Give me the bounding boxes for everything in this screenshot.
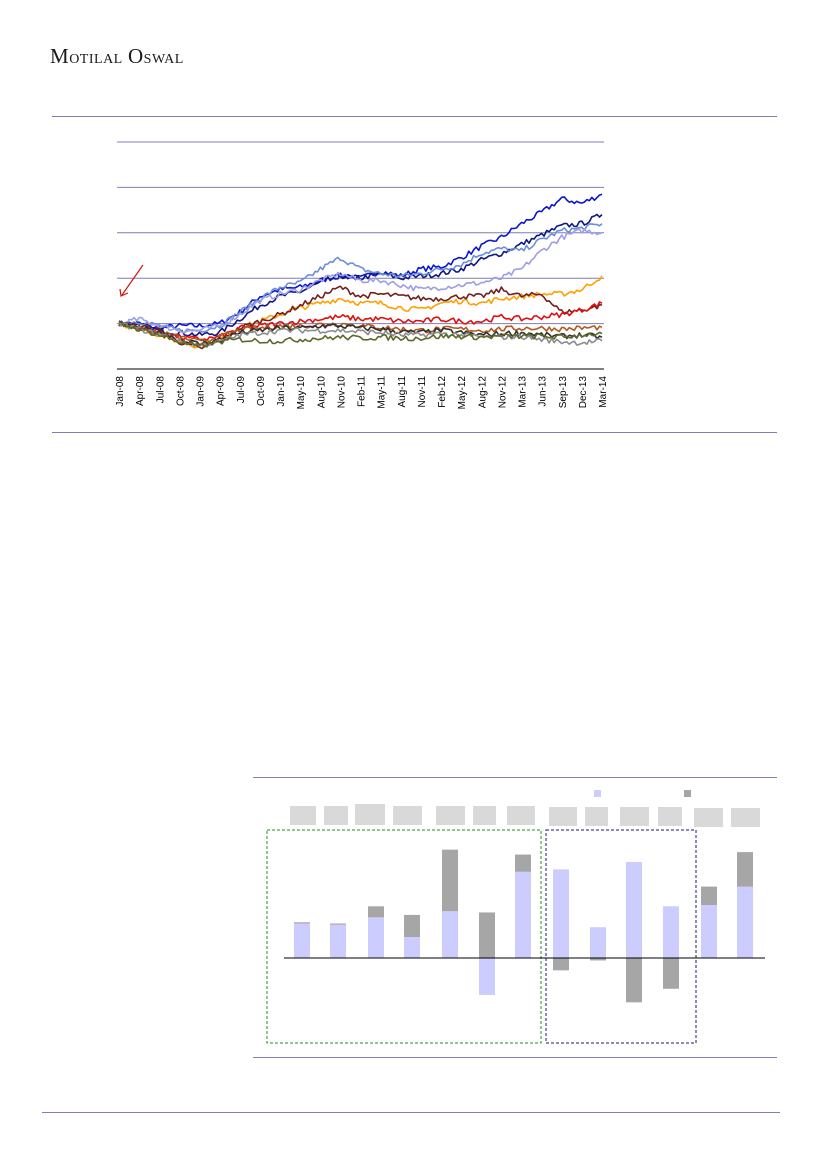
- bar-11-series-1: [663, 906, 679, 958]
- x-tick-label: Dec-13: [578, 376, 589, 409]
- bar-4-series-1: [404, 937, 420, 958]
- series-line-4: [118, 228, 603, 334]
- bar-8-series-2: [553, 958, 569, 971]
- category-box-4: [393, 806, 422, 825]
- category-box-3: [355, 804, 385, 825]
- group-box-green: [266, 829, 542, 1044]
- category-box-13: [731, 808, 760, 827]
- series-line-10: [118, 321, 603, 348]
- annotation-arrow: [119, 264, 144, 297]
- chart2-bottom-rule: [253, 1057, 777, 1058]
- bar-9-series-2: [590, 958, 606, 961]
- legend-swatch-1: [594, 790, 601, 797]
- bar-2-series-1: [330, 924, 346, 958]
- bar-11-series-2: [663, 958, 679, 989]
- x-tick-label: May-10: [296, 376, 307, 410]
- bar-7-series-2: [515, 854, 531, 872]
- category-box-9: [585, 807, 608, 826]
- x-tick-label: Aug-11: [397, 376, 408, 408]
- legend-swatch-2: [684, 790, 691, 797]
- x-tick-label: Jan-10: [276, 376, 287, 407]
- x-tick-label: Aug-10: [316, 376, 327, 409]
- x-tick-label: Jan-09: [196, 376, 207, 407]
- bar-10-series-2: [626, 958, 642, 1003]
- brand-logo: MOTILAL OSWAL: [50, 44, 184, 69]
- bar-5-series-1: [442, 911, 458, 958]
- x-tick-label: Jul-08: [155, 376, 166, 404]
- bar-9-series-1: [590, 927, 606, 958]
- bar-3-series-1: [368, 917, 384, 958]
- x-tick-label: Jan-08: [115, 376, 126, 407]
- brand-initial-o: O: [127, 44, 144, 68]
- x-tick-label: Feb-11: [357, 376, 368, 407]
- chart1-top-rule: [52, 116, 777, 117]
- bar-12-series-2: [701, 886, 717, 906]
- bar-6-series-1: [479, 958, 495, 995]
- chart1-bottom-rule: [52, 432, 777, 433]
- x-tick-label: Nov-10: [336, 376, 347, 409]
- x-tick-label: Feb-12: [437, 376, 448, 408]
- category-box-12: [694, 808, 723, 827]
- chart1-grid: [117, 141, 604, 370]
- chart2-top-rule: [253, 777, 777, 778]
- bar-1-series-1: [294, 923, 310, 958]
- brand-rest-otilal: OTILAL: [69, 52, 123, 67]
- x-tick-label: Jul-09: [236, 376, 247, 404]
- bar-10-series-1: [626, 861, 642, 958]
- chart2-legend: [594, 790, 691, 797]
- series-line-1: [118, 193, 603, 332]
- line-chart: Jan-08 Apr-08 Jul-08 Oct-08 Jan-09 Apr-09 Jul-…: [115, 141, 609, 410]
- bar-2-series-2: [330, 923, 346, 925]
- series-line-6: [118, 285, 603, 350]
- bar-12-series-1: [701, 905, 717, 958]
- x-tick-label: Aug-12: [477, 376, 488, 409]
- bar-13-series-2: [737, 852, 753, 887]
- x-tick-label: Oct-09: [256, 376, 267, 406]
- x-tick-label: Nov-12: [497, 376, 508, 409]
- category-box-11: [658, 807, 682, 826]
- category-box-6: [473, 806, 496, 825]
- series-line-8: [118, 322, 603, 343]
- x-tick-label: Mar-14: [598, 376, 609, 408]
- category-box-8: [549, 807, 577, 826]
- bar-1-series-2: [294, 922, 310, 924]
- category-header-boxes: [290, 804, 760, 827]
- x-tick-label: May-12: [457, 376, 468, 410]
- x-tick-label: Apr-08: [135, 376, 146, 406]
- chart1-series-lines: [118, 193, 603, 350]
- bar-13-series-1: [737, 886, 753, 958]
- bar-7-series-1: [515, 871, 531, 958]
- x-tick-label: Jun-13: [538, 376, 549, 407]
- group-box-navy: [545, 829, 697, 1044]
- brand-rest-swal: SWAL: [143, 52, 184, 67]
- bar-6-series-2: [479, 912, 495, 958]
- category-box-7: [507, 806, 535, 825]
- x-tick-label: Oct-08: [175, 376, 186, 406]
- x-tick-label: Apr-09: [216, 376, 227, 406]
- bar-5-series-2: [442, 849, 458, 912]
- chart2-bars: [294, 849, 753, 1003]
- x-tick-label: Mar-13: [518, 376, 529, 408]
- bar-3-series-2: [368, 906, 384, 918]
- series-line-11: [118, 321, 603, 348]
- category-box-2: [324, 806, 348, 825]
- bar-4-series-2: [404, 914, 420, 938]
- x-tick-label: Sep-13: [558, 376, 569, 409]
- footer-rule: [42, 1112, 780, 1113]
- bar-8-series-1: [553, 869, 569, 958]
- category-box-10: [620, 807, 649, 826]
- x-tick-label: Nov-11: [417, 376, 428, 408]
- category-box-1: [290, 806, 316, 825]
- brand-initial-m: M: [50, 44, 70, 68]
- category-box-5: [436, 806, 465, 825]
- x-tick-label: May-11: [377, 376, 388, 409]
- chart1-x-ticks: Jan-08 Apr-08 Jul-08 Oct-08 Jan-09 Apr-09 Jul-…: [115, 376, 609, 410]
